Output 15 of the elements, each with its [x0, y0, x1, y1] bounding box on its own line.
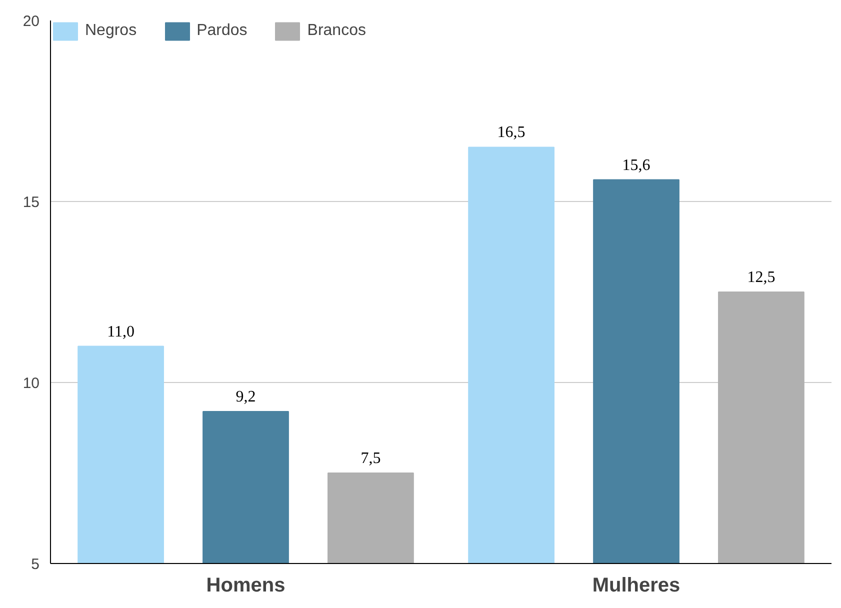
y-tick-label: 20: [22, 13, 40, 30]
data-label: 11,0: [107, 323, 134, 340]
y-tick-label: 5: [31, 556, 40, 573]
x-tick-label: Mulheres: [592, 574, 680, 596]
data-label: 15,6: [622, 156, 650, 174]
y-tick-label: 15: [22, 194, 40, 211]
x-tick-label: Homens: [206, 574, 286, 596]
legend-label: Brancos: [307, 22, 366, 40]
y-tick-label: 10: [22, 375, 40, 392]
data-label: 12,5: [747, 269, 776, 286]
data-label: 9,2: [236, 388, 256, 406]
legend-label: Negros: [85, 22, 137, 40]
data-label: 7,5: [360, 450, 381, 467]
data-label: 16,5: [497, 124, 526, 142]
legend-label: Pardos: [196, 22, 248, 40]
